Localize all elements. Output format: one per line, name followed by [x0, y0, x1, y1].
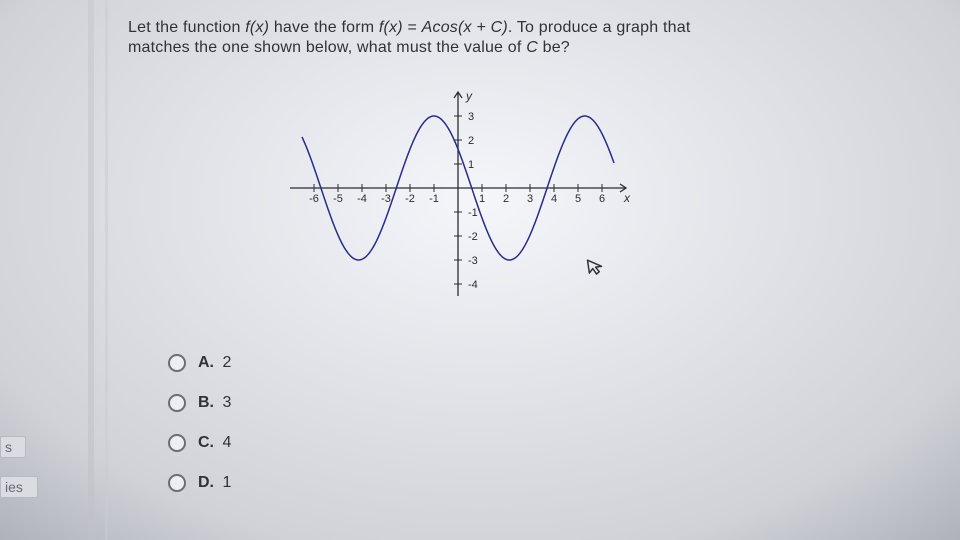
q-eq-sign: = — [403, 19, 422, 36]
svg-text:y: y — [465, 89, 473, 103]
svg-text:-6: -6 — [309, 193, 319, 205]
sidebar-fragment-s: s — [0, 436, 26, 458]
svg-text:4: 4 — [551, 193, 557, 205]
q-C: C — [526, 39, 538, 56]
q-fx: f(x) — [245, 19, 269, 36]
q-eq-rhs: Acos(x + C) — [422, 19, 508, 36]
option-letter: B. — [198, 394, 214, 411]
q-text-part: matches the one shown below, what must t… — [128, 39, 526, 56]
radio-icon[interactable] — [168, 354, 186, 372]
svg-text:1: 1 — [468, 159, 474, 171]
q-text-part: have the form — [269, 19, 379, 36]
question-text: Let the function f(x) have the form f(x)… — [128, 18, 888, 58]
cursor-icon — [584, 255, 610, 286]
option-value: 3 — [222, 394, 231, 411]
answer-options: A. 2 B. 3 C. 4 D. 1 — [168, 354, 231, 514]
option-b[interactable]: B. 3 — [168, 394, 231, 412]
svg-text:3: 3 — [527, 193, 533, 205]
question-content: Let the function f(x) have the form f(x)… — [128, 18, 888, 58]
option-letter: C. — [198, 434, 214, 451]
svg-text:-4: -4 — [468, 279, 478, 291]
radio-icon[interactable] — [168, 474, 186, 492]
svg-text:-5: -5 — [333, 193, 343, 205]
option-value: 4 — [222, 434, 231, 451]
sidebar-fragment-ies: ies — [0, 476, 38, 498]
q-text-part: be? — [538, 39, 570, 56]
page-edge-strip — [88, 0, 94, 540]
q-text-part: Let the function — [128, 19, 245, 36]
svg-text:-3: -3 — [468, 255, 478, 267]
page-root: s ies Let the function f(x) have the for… — [0, 0, 960, 540]
graph-container: -6-5-4-3-2-1123456123-1-2-3-4xy — [278, 78, 638, 318]
svg-text:-3: -3 — [381, 193, 391, 205]
option-c[interactable]: C. 4 — [168, 434, 231, 452]
svg-text:2: 2 — [468, 135, 474, 147]
svg-text:-4: -4 — [357, 193, 367, 205]
svg-text:-2: -2 — [468, 231, 478, 243]
svg-text:6: 6 — [599, 193, 605, 205]
svg-text:1: 1 — [479, 193, 485, 205]
q-text-part: . To produce a graph that — [508, 19, 691, 36]
option-letter: A. — [198, 354, 214, 371]
svg-text:x: x — [623, 191, 631, 205]
svg-text:-1: -1 — [429, 193, 439, 205]
svg-text:5: 5 — [575, 193, 581, 205]
option-value: 1 — [222, 474, 231, 491]
svg-text:2: 2 — [503, 193, 509, 205]
option-letter: D. — [198, 474, 214, 491]
option-d[interactable]: D. 1 — [168, 474, 231, 492]
radio-icon[interactable] — [168, 394, 186, 412]
radio-icon[interactable] — [168, 434, 186, 452]
page-edge-strip-2 — [105, 0, 108, 540]
q-eq-lhs: f(x) — [379, 19, 403, 36]
option-value: 2 — [222, 354, 231, 371]
option-a[interactable]: A. 2 — [168, 354, 231, 372]
svg-text:-2: -2 — [405, 193, 415, 205]
svg-text:3: 3 — [468, 111, 474, 123]
svg-text:-1: -1 — [468, 207, 478, 219]
graph-svg: -6-5-4-3-2-1123456123-1-2-3-4xy — [278, 78, 638, 318]
